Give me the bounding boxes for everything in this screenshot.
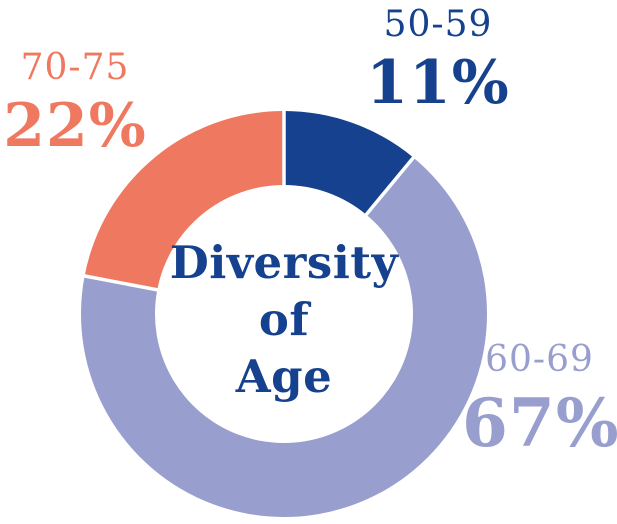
callout-70-75: 70-75 22% [0,48,150,156]
range-label-50-59: 50-59 [383,4,493,45]
center-title-line-3: Age [235,350,333,404]
percent-label-70-75: 22% [3,90,147,161]
percent-label-50-59: 11% [366,47,510,118]
range-label-60-69: 60-69 [485,339,594,380]
segment-separator [361,152,418,220]
percent-label-60-69: 67% [462,383,617,462]
range-label-70-75: 70-75 [20,47,130,88]
callout-60-69: 60-69 67% [462,340,617,456]
donut-segment-50-59 [284,111,414,215]
center-title-line-1: Diversity [169,236,399,289]
center-title-line-2: of [258,293,310,347]
donut-center-title: Diversity of Age [155,234,413,405]
segment-separator [79,273,163,293]
donut-segment-60-69 [81,157,488,518]
callout-50-59: 50-59 11% [357,5,519,113]
donut-segment-70-75 [84,111,284,290]
